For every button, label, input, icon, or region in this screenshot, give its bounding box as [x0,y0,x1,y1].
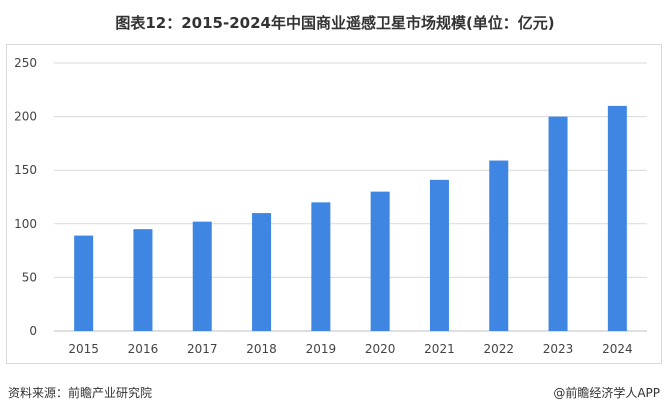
x-tick-label: 2023 [543,342,574,356]
x-tick-label: 2019 [306,342,337,356]
credit-note: @前瞻经济学人APP [553,386,660,400]
bar-chart: 0 50 100 150 200 250 2015 2016 2017 2018 2019 2020… [14,56,647,356]
grid-lines [54,62,647,332]
bar-2021 [429,179,449,331]
x-tick-label: 2017 [187,342,218,356]
chart-frame: 0 50 100 150 200 250 2015 2016 2017 2018 2019 2020… [6,44,662,364]
y-tick-label: 50 [22,270,37,284]
y-tick-label: 200 [14,110,37,124]
bar-2024 [607,105,627,331]
bars [74,105,627,331]
bar-2018 [252,213,272,331]
chart-title: 图表12：2015-2024年中国商业遥感卫星市场规模(单位：亿元) [115,14,555,32]
x-tick-label: 2021 [424,342,455,356]
bar-2017 [192,221,212,331]
y-tick-label: 250 [14,56,37,70]
y-tick-label: 150 [14,163,37,177]
bar-2022 [489,160,509,331]
x-tick-label: 2016 [128,342,159,356]
x-axis-ticks: 2015 2016 2017 2018 2019 2020 2021 2022 2023 2024 [68,342,632,356]
x-tick-label: 2020 [365,342,396,356]
bar-2020 [370,191,390,331]
bar-2019 [311,202,331,331]
y-tick-label: 100 [14,217,37,231]
bar-2016 [133,229,153,331]
source-note: 资料来源：前瞻产业研究院 [8,386,153,400]
x-tick-label: 2022 [483,342,514,356]
x-tick-label: 2018 [246,342,277,356]
x-tick-label: 2015 [68,342,99,356]
x-tick-label: 2024 [602,342,633,356]
y-axis-ticks: 0 50 100 150 200 250 [14,56,37,338]
bar-2015 [74,235,94,331]
y-tick-label: 0 [29,324,37,338]
bar-2023 [548,116,568,331]
